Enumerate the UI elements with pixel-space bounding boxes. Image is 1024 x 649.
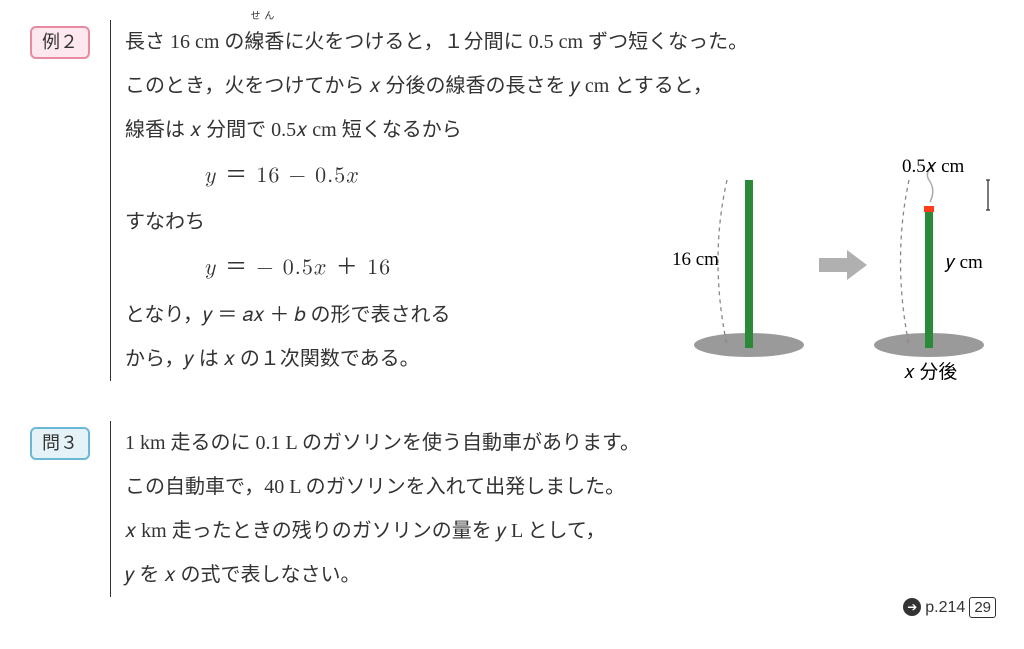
question-3-line3: 𝑥 km 走ったときの残りのガソリンの量を 𝑦 L として， — [125, 509, 994, 553]
question-3-body: 1 km 走るのに 0.1 L のガソリンを使う自動車があります。 この自動車で… — [110, 421, 994, 597]
incense-diagram: 16 cm 0.5𝑥 cm 𝑦 cm — [664, 140, 1004, 380]
question-3-line2: この自動車で，40 L のガソリンを入れて出発しました。 — [125, 465, 994, 509]
question-3-line4: 𝑦 を 𝑥 の式で表しなさい。 — [125, 553, 994, 597]
example-2-block: 例２ 長さ 16 cm のせんこう線香に火をつけると，１分間に 0.5 cm ず… — [30, 20, 994, 381]
example-2-line1: 長さ 16 cm のせんこう線香に火をつけると，１分間に 0.5 cm ずつ短く… — [125, 20, 994, 64]
question-3-block: 問３ 1 km 走るのに 0.1 L のガソリンを使う自動車があります。 この自… — [30, 421, 994, 597]
example-2-body: 長さ 16 cm のせんこう線香に火をつけると，１分間に 0.5 cm ずつ短く… — [110, 20, 994, 381]
time-label: 𝑥 分後 — [904, 361, 957, 380]
incense-svg: 16 cm 0.5𝑥 cm 𝑦 cm — [664, 140, 1004, 380]
question-3-label: 問３ — [30, 427, 90, 460]
example-2-label: 例２ — [30, 26, 90, 59]
right-stick — [925, 212, 933, 348]
right-brace — [901, 180, 910, 345]
ruby-senko: せんこう線香 — [244, 20, 284, 64]
example-2-line2: このとき，火をつけてから 𝑥 分後の線香の長さを 𝑦 cm とすると， — [125, 64, 994, 108]
ref-arrow-icon: ➔ — [903, 598, 921, 616]
arrow-icon — [819, 250, 867, 280]
page-reference: ➔ p.214 29 — [903, 590, 996, 625]
ember — [924, 206, 934, 212]
left-brace — [718, 180, 727, 345]
burn-label: 0.5𝑥 cm — [902, 156, 965, 177]
height-label: 16 cm — [672, 249, 719, 270]
example-2-line1-b: に火をつけると，１分間に 0.5 cm ずつ短くなった。 — [284, 31, 748, 53]
y-label: 𝑦 cm — [944, 252, 983, 273]
ref-num: 29 — [969, 597, 996, 619]
example-2-line1-a: 長さ 16 cm の — [125, 31, 244, 53]
burn-marker — [986, 180, 990, 210]
question-3-line1: 1 km 走るのに 0.1 L のガソリンを使う自動車があります。 — [125, 421, 994, 465]
ruby-senko-yomi: せんこう — [244, 6, 284, 50]
left-stick — [745, 180, 753, 348]
page-number: p.214 — [925, 590, 965, 625]
